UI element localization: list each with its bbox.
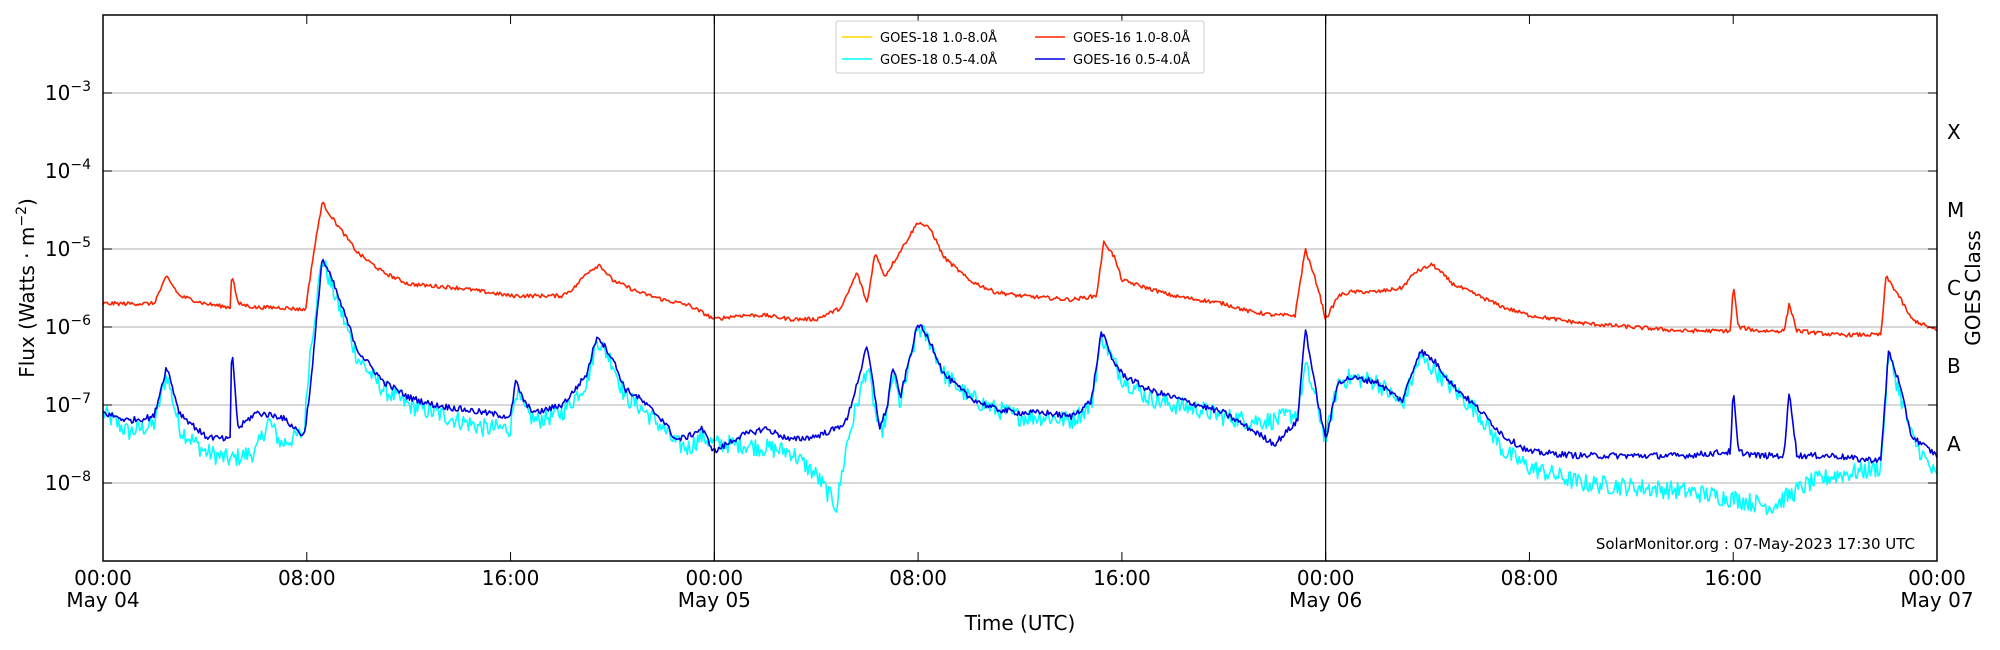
legend-frame	[835, 20, 1205, 74]
y-tick-label: 10−6	[45, 313, 91, 339]
x-tick-label: 00:00	[1908, 566, 1966, 590]
goes-class-label: B	[1947, 354, 1961, 378]
day-separators	[713, 15, 1327, 561]
x-tick-label: 08:00	[278, 566, 336, 590]
x-tick-date-label: May 04	[66, 588, 139, 612]
series-layer	[102, 201, 1938, 516]
goes-class-label: C	[1947, 276, 1961, 300]
x-tick-label: 16:00	[1093, 566, 1151, 590]
x-tick-label: 00:00	[1297, 566, 1355, 590]
x-axis-title: Time (UTC)	[964, 611, 1076, 635]
legend-label-goes18-long: GOES-18 1.0-8.0Å	[880, 30, 997, 46]
x-tick-date-label: May 05	[678, 588, 751, 612]
y-axis-title: Flux (Watts · m−2)	[14, 198, 39, 378]
y-tick-label: 10−3	[45, 79, 91, 105]
right-axis-title: GOES Class	[1961, 230, 1985, 346]
y-tick-label: 10−5	[45, 235, 91, 261]
x-tick-label: 00:00	[74, 566, 132, 590]
legend-label-goes16-short: GOES-16 0.5-4.0Å	[1073, 52, 1190, 68]
x-tick-date-label: May 07	[1900, 588, 1973, 612]
legend-label-goes16-long: GOES-16 1.0-8.0Å	[1073, 30, 1190, 46]
x-tick-date-label: May 06	[1289, 588, 1362, 612]
plot-frame	[102, 14, 1938, 562]
x-tick-label: 00:00	[686, 566, 744, 590]
series-line-goes16-short	[102, 258, 1938, 464]
series-line-goes18-short	[102, 260, 1938, 516]
y-tick-label: 10−7	[45, 391, 91, 417]
legend-label-goes18-short: GOES-18 0.5-4.0Å	[880, 52, 997, 68]
legend: GOES-18 1.0-8.0Å GOES-18 0.5-4.0Å GOES-1…	[835, 20, 1205, 74]
x-tick-label: 16:00	[1704, 566, 1762, 590]
goes-class-labels: A B C M X	[1947, 120, 1964, 456]
goes-class-label: X	[1947, 120, 1961, 144]
goes-class-label: A	[1947, 432, 1961, 456]
y-tick-label: 10−8	[45, 469, 91, 495]
y-tick-label: 10−4	[45, 157, 91, 183]
x-tick-label: 08:00	[1501, 566, 1559, 590]
watermark: SolarMonitor.org : 07-May-2023 17:30 UTC	[1596, 535, 1915, 553]
x-tick-label: 08:00	[889, 566, 947, 590]
series-line-goes16-long	[102, 201, 1938, 338]
x-tick-label: 16:00	[482, 566, 540, 590]
goes-class-label: M	[1947, 198, 1964, 222]
